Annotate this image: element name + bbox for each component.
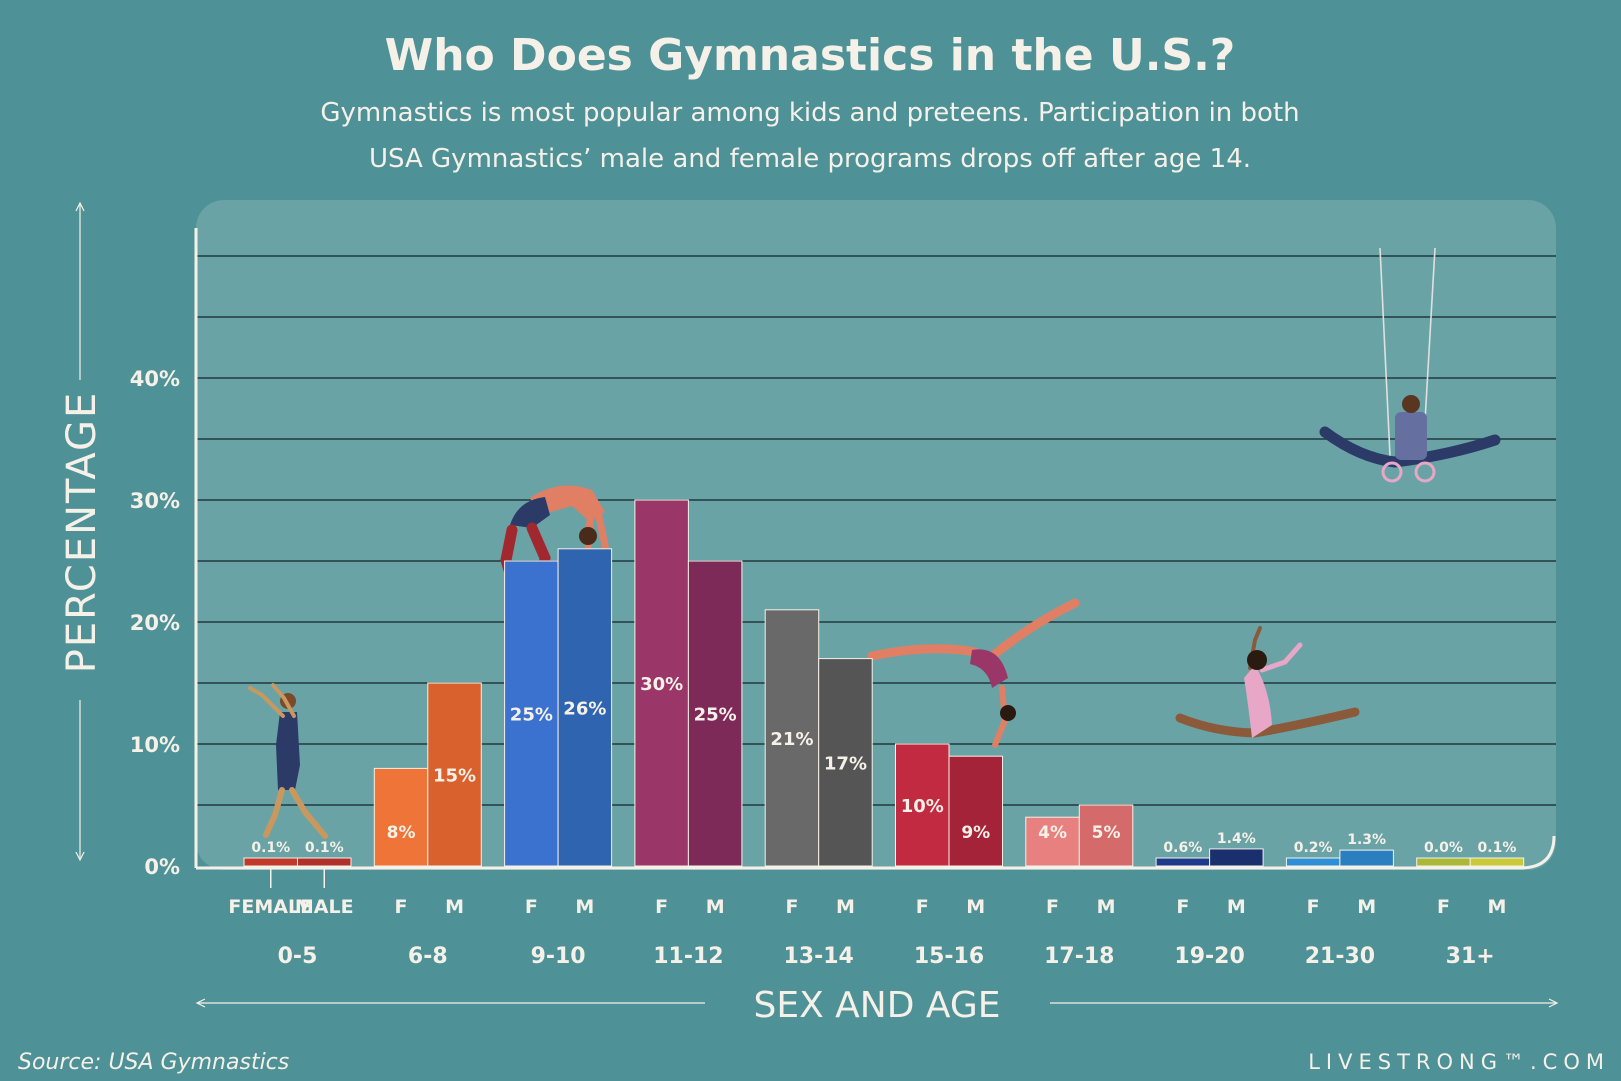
age-label: 15-16 [914, 944, 984, 969]
bar-female-6-8 [373, 767, 429, 867]
y-tick-label: 0% [144, 855, 180, 879]
bar-male-21-30 [1339, 849, 1394, 867]
age-label: 21-30 [1305, 944, 1375, 969]
value-label: 10% [901, 796, 944, 817]
bar-male-6-8 [427, 682, 482, 867]
y-axis-label: PERCENTAGE [59, 391, 105, 674]
gymnast-rings-illustration [1319, 247, 1501, 483]
sex-label: FEMALE [228, 896, 313, 918]
bar-female-9-10 [504, 560, 559, 867]
value-label: 1.4% [1217, 831, 1256, 847]
bar-male-0-5 [297, 857, 352, 867]
value-label: 0.1% [251, 840, 290, 856]
sex-label: F [1307, 896, 1320, 918]
age-label: 11-12 [653, 944, 723, 969]
value-label: 0.1% [1478, 840, 1517, 856]
y-axis-arrow [75, 201, 85, 862]
bar-female-11-12 [634, 499, 689, 867]
sex-label: M [836, 896, 855, 918]
sex-label: F [916, 896, 929, 918]
value-label: 17% [824, 753, 867, 774]
sex-label: F [1437, 896, 1450, 918]
age-label: 13-14 [784, 944, 854, 969]
y-tick-label: 10% [130, 733, 180, 757]
age-label: 9-10 [531, 944, 586, 969]
value-label: 0.6% [1163, 840, 1202, 856]
x-axis-line [196, 835, 1556, 870]
value-label: 25% [694, 705, 737, 726]
bar-male-31+ [1469, 857, 1525, 867]
value-label: 4% [1038, 823, 1067, 843]
y-tick-label: 20% [130, 611, 180, 635]
sex-label: F [785, 896, 798, 918]
sex-label: M [445, 896, 464, 918]
gymnast-walkover-illustration [867, 598, 1080, 748]
y-ticks: 0% 10% 20% 30% 40% [130, 367, 180, 879]
sex-label: F [1176, 896, 1189, 918]
sex-label: M [706, 896, 725, 918]
sex-label: MALE [295, 896, 354, 918]
bar-male-13-14 [818, 658, 873, 867]
value-label: 26% [563, 698, 606, 719]
bars [243, 499, 1525, 867]
value-label: 0.2% [1294, 840, 1333, 856]
sex-label: M [1357, 896, 1376, 918]
bar-male-15-16 [948, 755, 1003, 867]
value-label: 25% [510, 705, 553, 726]
age-label: 17-18 [1044, 944, 1114, 969]
bar-male-11-12 [687, 560, 743, 867]
bar-female-0-5 [243, 857, 298, 867]
age-label: 6-8 [408, 944, 448, 969]
bar-male-9-10 [557, 548, 613, 867]
sex-label: M [1487, 896, 1506, 918]
bar-male-17-18 [1078, 804, 1134, 867]
sex-label: F [395, 896, 408, 918]
bar-male-19-20 [1209, 848, 1264, 867]
value-label: 21% [770, 729, 813, 750]
gymnast-standing-illustration [248, 683, 328, 839]
y-tick-label: 40% [130, 367, 180, 391]
value-label: 15% [433, 766, 476, 787]
age-label: 19-20 [1174, 944, 1244, 969]
sex-label: M [1097, 896, 1116, 918]
sex-label: F [655, 896, 668, 918]
bar-female-31+ [1416, 857, 1471, 867]
value-label: 0.0% [1424, 840, 1463, 856]
age-label: 31+ [1446, 944, 1495, 969]
bar-female-15-16 [895, 743, 950, 867]
brand-logo: LIVESTRONG™.COM [1308, 1050, 1610, 1074]
value-labels: 0.1% 0.1% 8% 15% 25% 26% 30% 25% 21% 17% 10% 9% 4% 5%… [251, 674, 1516, 856]
bar-female-13-14 [764, 609, 820, 867]
value-label: 30% [640, 674, 683, 695]
sex-label: M [575, 896, 594, 918]
value-label: 5% [1092, 823, 1121, 843]
value-label: 1.3% [1347, 832, 1386, 848]
value-label: 0.1% [305, 840, 344, 856]
bar-female-19-20 [1155, 857, 1211, 867]
x-axis-arrow [195, 998, 1559, 1008]
y-tick-label: 30% [130, 489, 180, 513]
value-label: 9% [961, 823, 990, 843]
value-label: 8% [387, 823, 416, 843]
source-note: Source: USA Gymnastics [18, 1050, 289, 1075]
sex-label: M [966, 896, 985, 918]
sex-label: M [1227, 896, 1246, 918]
chart-subtitle-line-2: USA Gymnastics’ male and female programs… [369, 144, 1251, 174]
bar-female-21-30 [1285, 857, 1341, 867]
sex-label: F [1046, 896, 1059, 918]
age-label: 0-5 [278, 944, 318, 969]
sex-label: F [525, 896, 538, 918]
x-axis-label: SEX AND AGE [753, 985, 1000, 1026]
chart-title: Who Does Gymnastics in the U.S.? [385, 30, 1236, 81]
gymnast-split-leap-illustration [1175, 626, 1360, 738]
chart-subtitle-line-1: Gymnastics is most popular among kids an… [320, 98, 1299, 128]
